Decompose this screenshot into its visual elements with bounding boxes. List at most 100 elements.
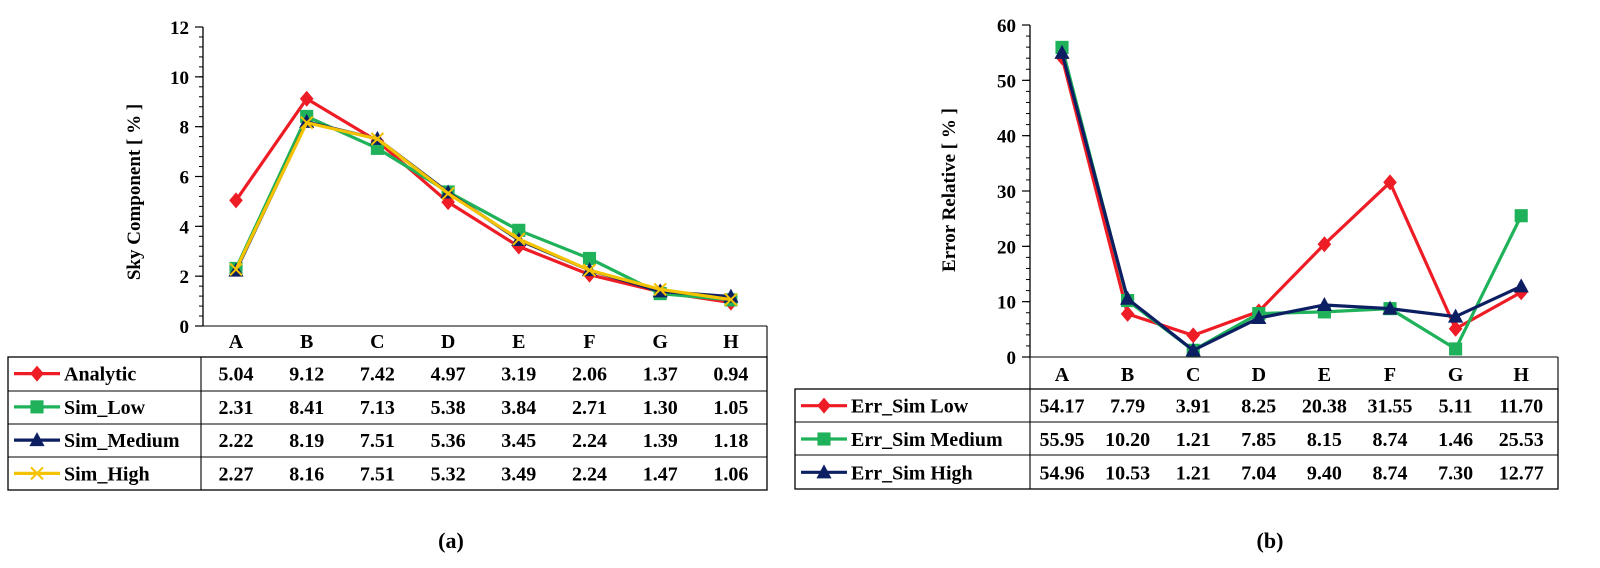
y-tick-label: 0 xyxy=(1007,348,1017,369)
table-cell: 8.41 xyxy=(289,397,324,419)
table-cell: 12.77 xyxy=(1499,462,1544,484)
table-cell: 9.12 xyxy=(289,364,324,386)
data-point xyxy=(1448,320,1463,337)
table-cell: 2.31 xyxy=(219,397,254,419)
data-point xyxy=(582,251,597,266)
data-point xyxy=(1382,300,1398,315)
y-axis-ticks-a: 0 2 4 6 8 10 12 xyxy=(170,18,203,338)
table-cell: 55.95 xyxy=(1040,429,1085,451)
table-cell: 1.18 xyxy=(713,430,748,452)
table-cell: 7.42 xyxy=(360,364,395,386)
table-cell: 3.45 xyxy=(501,430,536,452)
data-point xyxy=(370,132,385,146)
table-cell: 3.91 xyxy=(1176,396,1211,418)
table-cell: 7.85 xyxy=(1241,429,1276,451)
category-label: C xyxy=(370,331,384,353)
category-label: B xyxy=(300,331,313,353)
table-cell: 1.46 xyxy=(1438,429,1473,451)
y-tick-label: 10 xyxy=(170,68,189,89)
table-cell: 7.51 xyxy=(360,430,395,452)
table-cell: 11.70 xyxy=(1499,396,1543,418)
legend-label: Analytic xyxy=(64,364,136,386)
y-axis-title-b: Error Relative [ % ] xyxy=(939,108,960,272)
series-line xyxy=(234,120,732,299)
data-point xyxy=(1317,236,1332,253)
table-cell: 2.71 xyxy=(572,397,607,419)
legend-marker xyxy=(30,365,44,382)
table-cell: 7.51 xyxy=(360,463,395,485)
category-label: D xyxy=(441,331,455,353)
table-cell: 8.25 xyxy=(1241,396,1276,418)
y-tick-label: 2 xyxy=(180,267,190,288)
legend-label: Sim_Low xyxy=(64,397,146,419)
table-cell: 10.53 xyxy=(1105,462,1150,484)
series-line xyxy=(234,114,732,302)
data-point xyxy=(512,232,526,246)
category-label: E xyxy=(1318,364,1331,386)
panel-label-a: (a) xyxy=(438,528,464,553)
data-point xyxy=(1054,44,1070,59)
legend-label: Err_Sim High xyxy=(851,462,973,484)
table-cell: 2.06 xyxy=(572,364,607,386)
legend-marker xyxy=(817,432,831,446)
series-line xyxy=(234,121,732,302)
y-tick-label: 30 xyxy=(997,182,1016,203)
data-point xyxy=(1316,296,1332,311)
data-point xyxy=(1383,174,1397,191)
y-tick-label: 40 xyxy=(997,127,1016,148)
table-cell: 20.38 xyxy=(1302,396,1347,418)
data-point xyxy=(512,223,526,237)
y-tick-label: 8 xyxy=(180,118,190,139)
table-cell: 9.40 xyxy=(1307,462,1342,484)
data-point xyxy=(299,115,314,130)
data-point xyxy=(1120,305,1135,322)
category-label: B xyxy=(1121,364,1134,386)
category-label: H xyxy=(723,331,739,353)
y-tick-label: 6 xyxy=(180,168,190,189)
series-err-sim-high xyxy=(1054,44,1529,357)
series-line xyxy=(1060,56,1522,337)
table-cell: 8.19 xyxy=(289,430,324,452)
legend-label: Sim_Medium xyxy=(64,430,180,452)
category-label: F xyxy=(1384,364,1396,386)
table-cell: 5.36 xyxy=(431,430,466,452)
table-cell: 1.05 xyxy=(713,397,748,419)
legend-marker xyxy=(817,397,831,414)
y-axis-ticks-b: 0 10 20 30 40 50 60 xyxy=(997,16,1030,369)
table-cell: 3.19 xyxy=(501,364,536,386)
y-tick-label: 10 xyxy=(997,293,1016,314)
legend-label: Err_Sim Medium xyxy=(851,429,1003,451)
y-tick-label: 60 xyxy=(997,16,1016,37)
data-point xyxy=(1514,209,1528,223)
data-table-a: A B C D E F G H Analytic 5.04 9.12 7.42 4.97 3.19 2.06… xyxy=(7,325,768,491)
table-cell: 2.24 xyxy=(572,463,607,485)
table-cell: 7.79 xyxy=(1110,396,1145,418)
table-cell: 8.74 xyxy=(1373,462,1408,484)
data-point xyxy=(299,90,314,107)
data-table-b: A B C D E F G H Err_Sim Low 54.17 7.79 3.91 8.25 20.3… xyxy=(794,356,1559,490)
data-point xyxy=(582,263,597,277)
legend-marker xyxy=(30,466,44,481)
table-cell: 5.04 xyxy=(219,364,254,386)
table-cell: 2.22 xyxy=(219,430,254,452)
table-frame-b xyxy=(794,388,1559,490)
table-cell: 54.17 xyxy=(1040,396,1085,418)
series-sim-low xyxy=(229,109,738,307)
series-line xyxy=(1060,52,1522,352)
legend-marker xyxy=(30,400,44,414)
category-label: F xyxy=(583,331,595,353)
table-cell: 3.49 xyxy=(501,463,536,485)
table-cell: 7.13 xyxy=(360,397,395,419)
data-point xyxy=(1513,278,1529,293)
data-point xyxy=(653,282,667,297)
table-cell: 1.21 xyxy=(1176,462,1211,484)
legend-label: Err_Sim Low xyxy=(851,396,969,418)
series-lines-a xyxy=(228,90,739,311)
series-line xyxy=(234,97,732,305)
y-tick-label: 0 xyxy=(180,317,190,338)
data-point xyxy=(1120,290,1136,305)
series-lines-b xyxy=(1054,40,1529,357)
table-cell: 1.30 xyxy=(643,397,678,419)
data-point xyxy=(229,192,243,209)
table-cell: 25.53 xyxy=(1499,429,1544,451)
